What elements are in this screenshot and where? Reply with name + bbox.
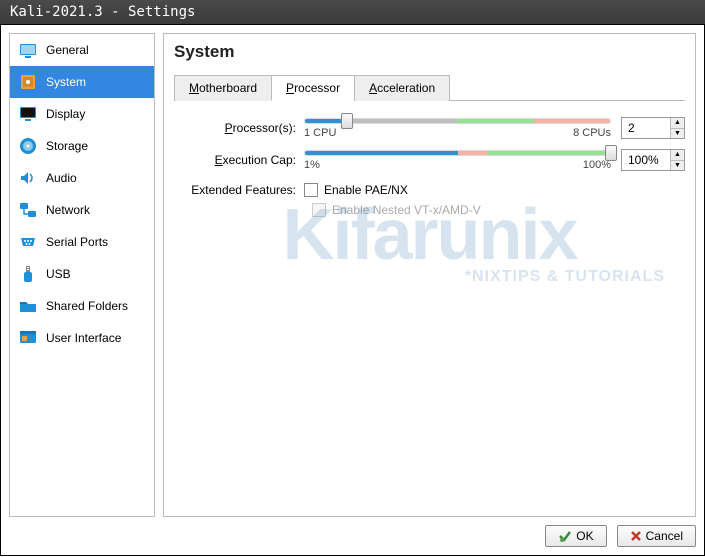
main-area: General System Display Storage Audio Network S…	[9, 33, 696, 517]
sidebar-item-label: Network	[46, 203, 90, 217]
sidebar-item-label: System	[46, 75, 86, 89]
sidebar-item-serial-ports[interactable]: Serial Ports	[10, 226, 154, 258]
nested-label: Enable Nested VT-x/AMD-V	[332, 203, 481, 217]
dialog-footer: OK Cancel	[9, 517, 696, 547]
sidebar-item-label: General	[46, 43, 89, 57]
tab-processor[interactable]: Processor	[271, 75, 355, 101]
processors-input[interactable]	[622, 118, 670, 138]
sidebar-item-user-interface[interactable]: User Interface	[10, 322, 154, 354]
processors-step-down[interactable]: ▼	[671, 129, 684, 139]
ok-button[interactable]: OK	[545, 525, 606, 547]
sidebar-item-system[interactable]: System	[10, 66, 154, 98]
tab-acceleration[interactable]: Acceleration	[354, 75, 450, 101]
watermark-sub: *NIXTIPS & TUTORIALS	[194, 268, 665, 286]
settings-sidebar: General System Display Storage Audio Network S…	[9, 33, 155, 517]
processors-min-label: 1 CPU	[304, 127, 336, 139]
sidebar-item-display[interactable]: Display	[10, 98, 154, 130]
cancel-icon	[630, 530, 642, 542]
ok-label: OK	[576, 529, 593, 543]
ui-icon	[18, 328, 38, 348]
execcap-label: Execution Cap:	[174, 153, 304, 167]
sidebar-item-label: User Interface	[46, 331, 121, 345]
execcap-min-label: 1%	[304, 159, 320, 171]
execcap-slider-labels: 1% 100%	[304, 159, 611, 171]
tab-motherboard[interactable]: Motherboard	[174, 75, 272, 101]
sidebar-item-shared-folders[interactable]: Shared Folders	[10, 290, 154, 322]
window-titlebar: Kali-2021.3 - Settings	[0, 0, 705, 24]
system-icon	[18, 72, 38, 92]
sidebar-item-label: Storage	[46, 139, 88, 153]
processors-row: Processor(s): 1 CPU 8 CPUs ▲ ▼	[174, 117, 685, 139]
sidebar-item-audio[interactable]: Audio	[10, 162, 154, 194]
paenx-checkbox[interactable]	[304, 183, 318, 197]
sidebar-item-label: Audio	[46, 171, 77, 185]
usb-icon	[18, 264, 38, 284]
execcap-step-up[interactable]: ▲	[671, 150, 684, 161]
display-icon	[18, 104, 38, 124]
sidebar-item-label: Serial Ports	[46, 235, 108, 249]
settings-content: Kifarunix *NIXTIPS & TUTORIALS System Mo…	[163, 33, 696, 517]
features-row: Extended Features: Enable PAE/NX	[174, 183, 685, 197]
processors-spinner-buttons: ▲ ▼	[670, 118, 684, 138]
execcap-slider-track	[304, 150, 611, 156]
audio-icon	[18, 168, 38, 188]
storage-icon	[18, 136, 38, 156]
shared-icon	[18, 296, 38, 316]
sidebar-item-usb[interactable]: USB	[10, 258, 154, 290]
processors-step-up[interactable]: ▲	[671, 118, 684, 129]
sidebar-item-storage[interactable]: Storage	[10, 130, 154, 162]
cancel-label: Cancel	[646, 529, 683, 543]
tabs: MotherboardProcessorAcceleration	[174, 74, 685, 101]
nested-row: Enable Nested VT-x/AMD-V	[312, 203, 685, 217]
ok-icon	[558, 529, 572, 543]
window-body: General System Display Storage Audio Network S…	[0, 24, 705, 556]
sidebar-item-network[interactable]: Network	[10, 194, 154, 226]
processors-max-label: 8 CPUs	[573, 127, 611, 139]
execcap-slider[interactable]: 1% 100%	[304, 150, 611, 171]
sidebar-item-label: USB	[46, 267, 71, 281]
processors-spinner: ▲ ▼	[621, 117, 685, 139]
execcap-slider-handle[interactable]	[605, 145, 617, 161]
general-icon	[18, 40, 38, 60]
features-label: Extended Features:	[174, 183, 304, 197]
network-icon	[18, 200, 38, 220]
sidebar-item-label: Shared Folders	[46, 299, 128, 313]
execcap-step-down[interactable]: ▼	[671, 161, 684, 171]
execcap-input[interactable]	[622, 150, 670, 170]
cancel-button[interactable]: Cancel	[617, 525, 696, 547]
sidebar-item-label: Display	[46, 107, 85, 121]
processors-slider-handle[interactable]	[341, 113, 353, 129]
processors-label: Processor(s):	[174, 121, 304, 135]
sidebar-item-general[interactable]: General	[10, 34, 154, 66]
serial-icon	[18, 232, 38, 252]
window-title: Kali-2021.3 - Settings	[10, 4, 195, 20]
nested-checkbox	[312, 203, 326, 217]
execcap-row: Execution Cap: 1% 100% ▲ ▼	[174, 149, 685, 171]
page-title: System	[174, 42, 685, 62]
processors-slider[interactable]: 1 CPU 8 CPUs	[304, 118, 611, 139]
execcap-spinner-buttons: ▲ ▼	[670, 150, 684, 170]
execcap-spinner: ▲ ▼	[621, 149, 685, 171]
paenx-label: Enable PAE/NX	[324, 183, 408, 197]
